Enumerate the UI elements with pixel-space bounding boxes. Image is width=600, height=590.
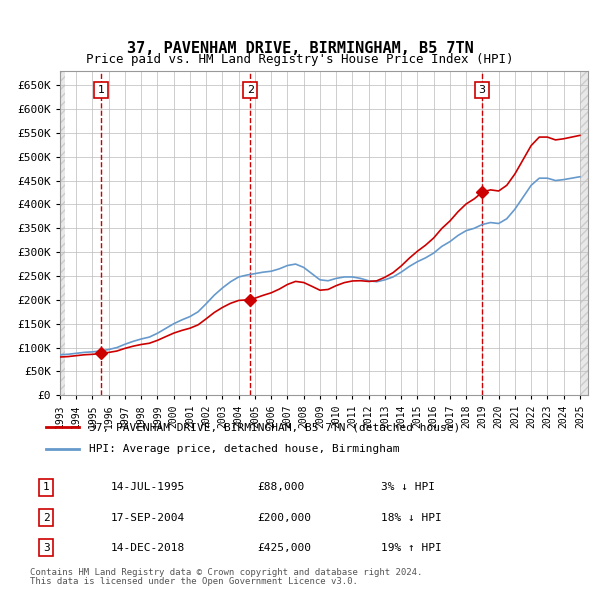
Text: 19% ↑ HPI: 19% ↑ HPI [381,543,442,553]
Text: 3% ↓ HPI: 3% ↓ HPI [381,483,435,492]
Text: Contains HM Land Registry data © Crown copyright and database right 2024.: Contains HM Land Registry data © Crown c… [30,568,422,577]
Text: £88,000: £88,000 [257,483,304,492]
Bar [580,71,588,395]
Text: 18% ↓ HPI: 18% ↓ HPI [381,513,442,523]
Text: 37, PAVENHAM DRIVE, BIRMINGHAM, B5 7TN: 37, PAVENHAM DRIVE, BIRMINGHAM, B5 7TN [127,41,473,56]
Text: 14-JUL-1995: 14-JUL-1995 [111,483,185,492]
Text: £425,000: £425,000 [257,543,311,553]
Bar [60,71,65,395]
Text: 3: 3 [478,85,485,95]
Text: 2: 2 [247,85,254,95]
Text: 14-DEC-2018: 14-DEC-2018 [111,543,185,553]
Text: 3: 3 [43,543,50,553]
Text: £200,000: £200,000 [257,513,311,523]
Text: 1: 1 [43,483,50,492]
Text: 37, PAVENHAM DRIVE, BIRMINGHAM, B5 7TN (detached house): 37, PAVENHAM DRIVE, BIRMINGHAM, B5 7TN (… [89,422,461,432]
Text: Price paid vs. HM Land Registry's House Price Index (HPI): Price paid vs. HM Land Registry's House … [86,53,514,66]
Text: HPI: Average price, detached house, Birmingham: HPI: Average price, detached house, Birm… [89,444,400,454]
Text: 17-SEP-2004: 17-SEP-2004 [111,513,185,523]
Text: 2: 2 [43,513,50,523]
Text: This data is licensed under the Open Government Licence v3.0.: This data is licensed under the Open Gov… [30,577,358,586]
Text: 1: 1 [98,85,105,95]
